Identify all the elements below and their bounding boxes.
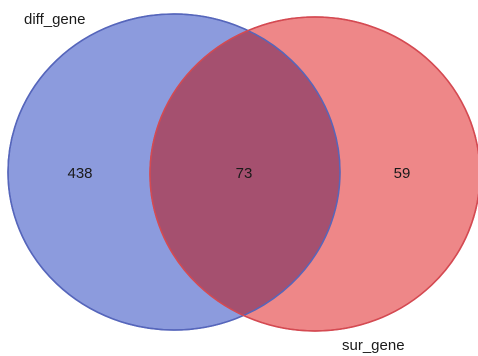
count-sur-gene-only: 59 — [394, 165, 411, 182]
circle-sur-gene-outline — [149, 16, 478, 332]
overlap-region — [150, 17, 340, 330]
circle-diff-gene-outline — [7, 13, 341, 331]
set-label-diff-gene: diff_gene — [24, 11, 86, 28]
count-diff-gene-only: 438 — [67, 165, 92, 182]
set-label-sur-gene: sur_gene — [342, 337, 405, 354]
count-intersection: 73 — [236, 165, 253, 182]
